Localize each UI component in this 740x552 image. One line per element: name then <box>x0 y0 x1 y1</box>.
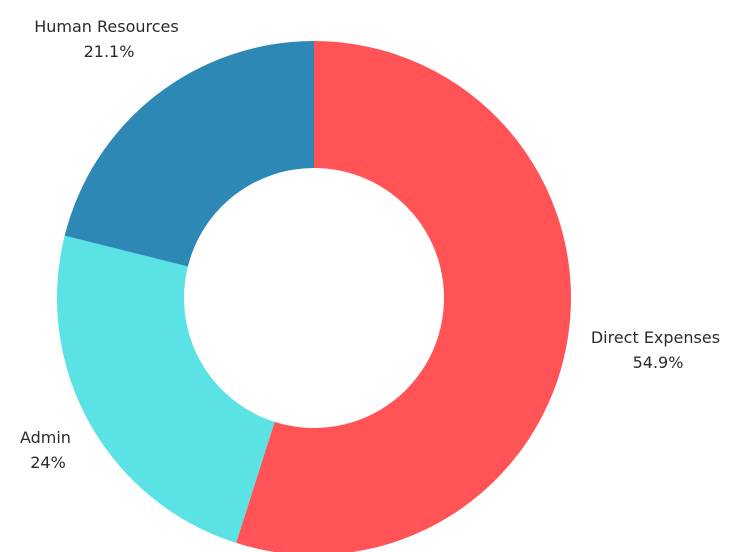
slice-percent-direct-expenses: 54.9% <box>633 353 684 372</box>
slice-name-human-resources: Human Resources <box>34 17 179 36</box>
slice-label-human-resources: Human Resources 21.1% <box>34 17 184 61</box>
slice-label-admin: Admin 24% <box>20 428 76 472</box>
slice-percent-human-resources: 21.1% <box>84 42 135 61</box>
slice-human-resources <box>64 41 315 267</box>
slice-admin <box>56 235 275 543</box>
slice-name-direct-expenses: Direct Expenses <box>591 328 720 347</box>
slice-labels: Direct Expenses 54.9% Admin 24% Human Re… <box>20 17 725 472</box>
slice-percent-admin: 24% <box>30 453 66 472</box>
donut-slices <box>56 41 571 552</box>
slice-direct-expenses <box>236 41 571 552</box>
slice-name-admin: Admin <box>20 428 71 447</box>
slice-label-direct-expenses: Direct Expenses 54.9% <box>591 328 725 372</box>
